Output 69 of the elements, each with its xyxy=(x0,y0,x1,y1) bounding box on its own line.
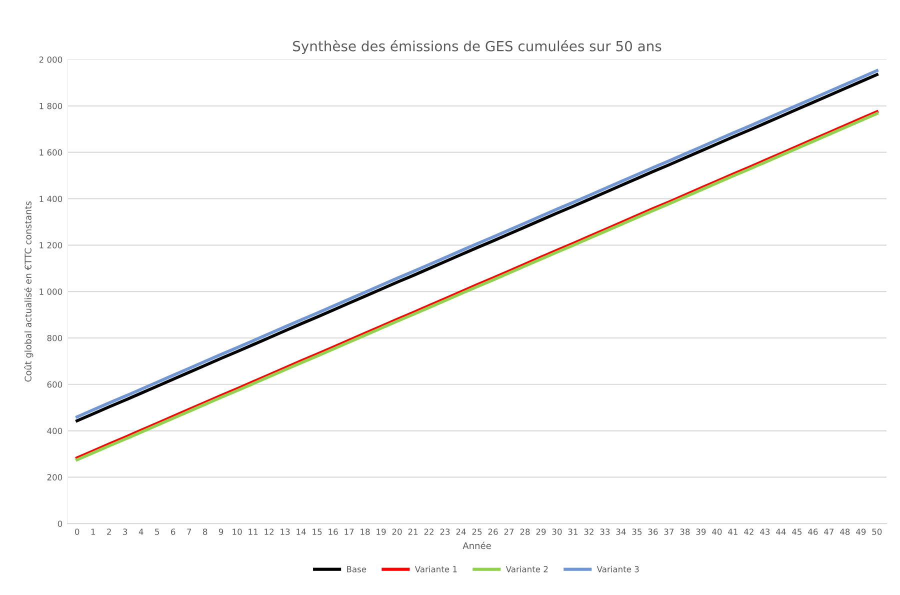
x-tick-label: 2 xyxy=(107,528,111,535)
x-tick-label: 36 xyxy=(648,528,658,535)
y-tick-label: 600 xyxy=(47,381,62,388)
x-tick-label: 15 xyxy=(312,528,322,535)
x-tick-label: 14 xyxy=(296,528,306,535)
x-tick-label: 22 xyxy=(424,528,434,535)
chart-title: Synthèse des émissions de GES cumulées sur 50 ans xyxy=(293,40,662,54)
y-tick-label: 0 xyxy=(58,520,62,527)
y-tick-label: 800 xyxy=(47,334,62,342)
x-tick-label: 43 xyxy=(760,528,770,535)
y-tick-label: 1 600 xyxy=(40,149,62,156)
x-tick-label: 1 xyxy=(91,528,95,535)
x-tick-label: 12 xyxy=(264,528,274,535)
x-tick-label: 35 xyxy=(632,528,642,535)
x-tick-label: 27 xyxy=(504,528,514,535)
x-tick-label: 41 xyxy=(728,528,738,535)
x-tick-label: 31 xyxy=(568,528,578,535)
y-tick-label: 400 xyxy=(47,428,62,434)
x-tick-label: 47 xyxy=(824,528,834,535)
x-tick-label: 23 xyxy=(440,528,450,535)
x-tick-label: 48 xyxy=(840,528,850,535)
x-tick-label: 46 xyxy=(808,528,818,535)
y-tick-label: 1 000 xyxy=(40,288,62,295)
x-tick-label: 42 xyxy=(744,528,754,535)
x-tick-label: 18 xyxy=(360,528,370,535)
x-tick-label: 6 xyxy=(171,528,176,535)
y-axis-title: Coût global actualisé en €TTC constants xyxy=(24,201,34,382)
x-tick-label: 0 xyxy=(74,528,80,535)
x-axis-title: Année xyxy=(462,542,491,550)
y-tick-label: 1 800 xyxy=(40,102,62,110)
y-tick-label: 1 200 xyxy=(40,242,62,248)
x-tick-label: 20 xyxy=(392,528,402,535)
x-tick-label: 3 xyxy=(123,528,128,535)
x-tick-label: 13 xyxy=(280,528,290,535)
x-tick-label: 7 xyxy=(187,528,192,535)
y-tick-label: 200 xyxy=(47,474,62,480)
x-tick-label: 4 xyxy=(138,528,144,535)
x-tick-label: 10 xyxy=(232,528,242,535)
x-tick-label: 16 xyxy=(328,528,338,535)
x-tick-label: 39 xyxy=(696,528,706,535)
legend-label: Variante 2 xyxy=(506,566,548,572)
y-tick-label: 2 000 xyxy=(39,56,62,63)
y-tick-label: 1 400 xyxy=(40,196,62,202)
x-tick-label: 32 xyxy=(584,528,594,535)
legend-label: Variante 3 xyxy=(596,566,639,572)
x-tick-label: 9 xyxy=(218,528,224,535)
x-tick-label: 29 xyxy=(536,528,546,535)
x-tick-label: 40 xyxy=(712,528,722,535)
x-tick-label: 44 xyxy=(776,528,786,535)
x-tick-label: 30 xyxy=(552,528,562,535)
x-tick-label: 8 xyxy=(202,528,208,535)
x-tick-label: 26 xyxy=(488,528,498,535)
x-tick-label: 38 xyxy=(680,528,690,535)
x-tick-label: 25 xyxy=(472,528,482,535)
x-tick-label: 19 xyxy=(376,528,386,535)
x-tick-label: 17 xyxy=(344,528,354,535)
x-tick-label: 21 xyxy=(408,528,418,535)
legend-label: Base xyxy=(347,566,366,572)
x-tick-label: 50 xyxy=(872,528,882,535)
x-tick-label: 28 xyxy=(520,528,530,535)
x-tick-label: 45 xyxy=(792,528,802,535)
x-tick-label: 24 xyxy=(456,528,466,535)
x-tick-label: 5 xyxy=(155,528,159,535)
x-tick-label: 11 xyxy=(248,528,258,535)
x-tick-label: 49 xyxy=(856,528,866,535)
x-tick-label: 33 xyxy=(600,528,610,535)
x-tick-label: 37 xyxy=(664,528,674,535)
x-tick-label: 34 xyxy=(616,528,626,535)
legend-label: Variante 1 xyxy=(414,566,457,572)
